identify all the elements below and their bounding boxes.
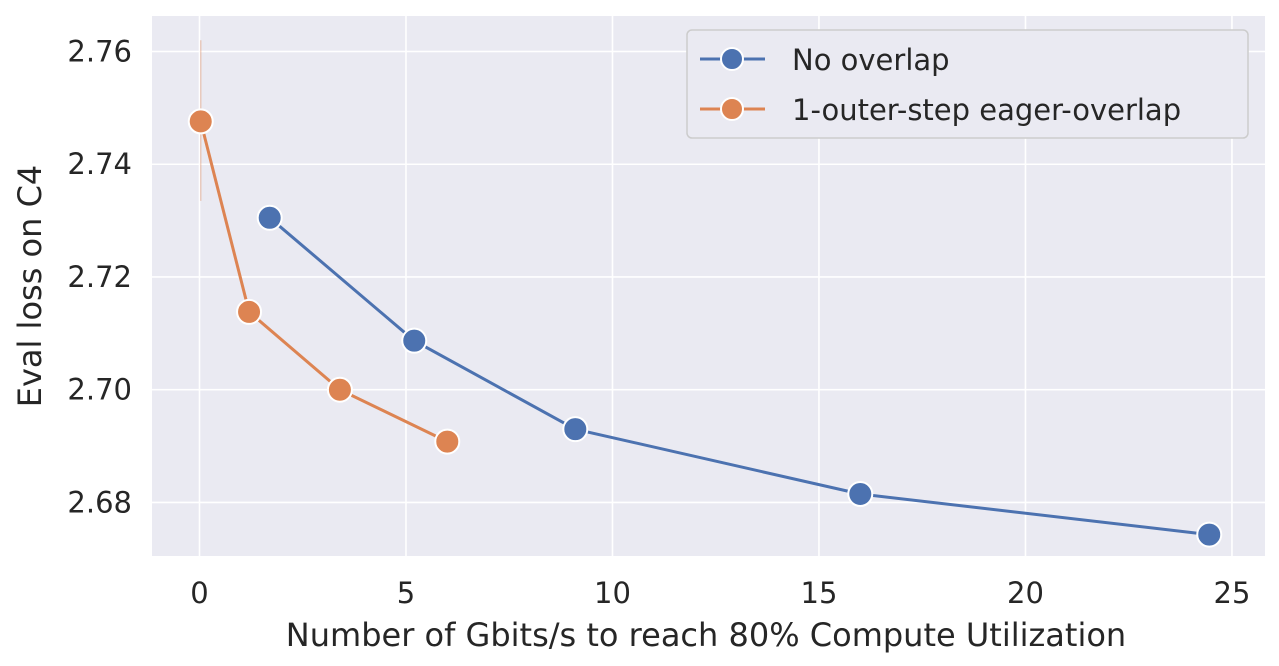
x-tick-label: 15 — [801, 576, 838, 610]
x-tick-label: 5 — [397, 576, 415, 610]
legend-label-no-overlap: No overlap — [792, 43, 950, 77]
x-tick-labels: 0 5 10 15 20 25 — [190, 576, 1250, 610]
series-1 — [187, 108, 461, 455]
y-axis-label: Eval loss on C4 — [11, 165, 49, 408]
data-point — [401, 327, 428, 354]
y-tick-label: 2.70 — [67, 373, 132, 407]
series-layer — [187, 108, 1223, 548]
legend-marker-no-overlap — [720, 47, 744, 71]
data-point — [326, 376, 353, 403]
data-point — [562, 416, 589, 443]
x-tick-label: 0 — [190, 576, 208, 610]
y-tick-label: 2.68 — [67, 485, 132, 519]
data-point — [847, 480, 874, 507]
y-tick-label: 2.72 — [67, 260, 132, 294]
data-point — [434, 428, 461, 455]
y-tick-labels: 2.68 2.70 2.72 2.74 2.76 — [67, 35, 132, 520]
x-tick-label: 25 — [1214, 576, 1251, 610]
legend-label-eager-overlap: 1-outer-step eager-overlap — [792, 93, 1181, 127]
data-point — [187, 108, 214, 135]
x-tick-label: 10 — [594, 576, 631, 610]
y-tick-label: 2.76 — [67, 35, 132, 69]
legend-marker-eager-overlap — [720, 97, 744, 121]
x-axis-label: Number of Gbits/s to reach 80% Compute U… — [286, 616, 1126, 654]
legend: No overlap 1-outer-step eager-overlap — [686, 29, 1249, 139]
data-point — [1196, 521, 1223, 548]
legend-box — [686, 29, 1249, 139]
x-tick-label: 20 — [1007, 576, 1044, 610]
y-tick-label: 2.74 — [67, 147, 132, 181]
data-point — [256, 204, 283, 231]
series-0 — [256, 204, 1223, 548]
data-point — [236, 298, 263, 325]
series-line — [199, 121, 448, 443]
